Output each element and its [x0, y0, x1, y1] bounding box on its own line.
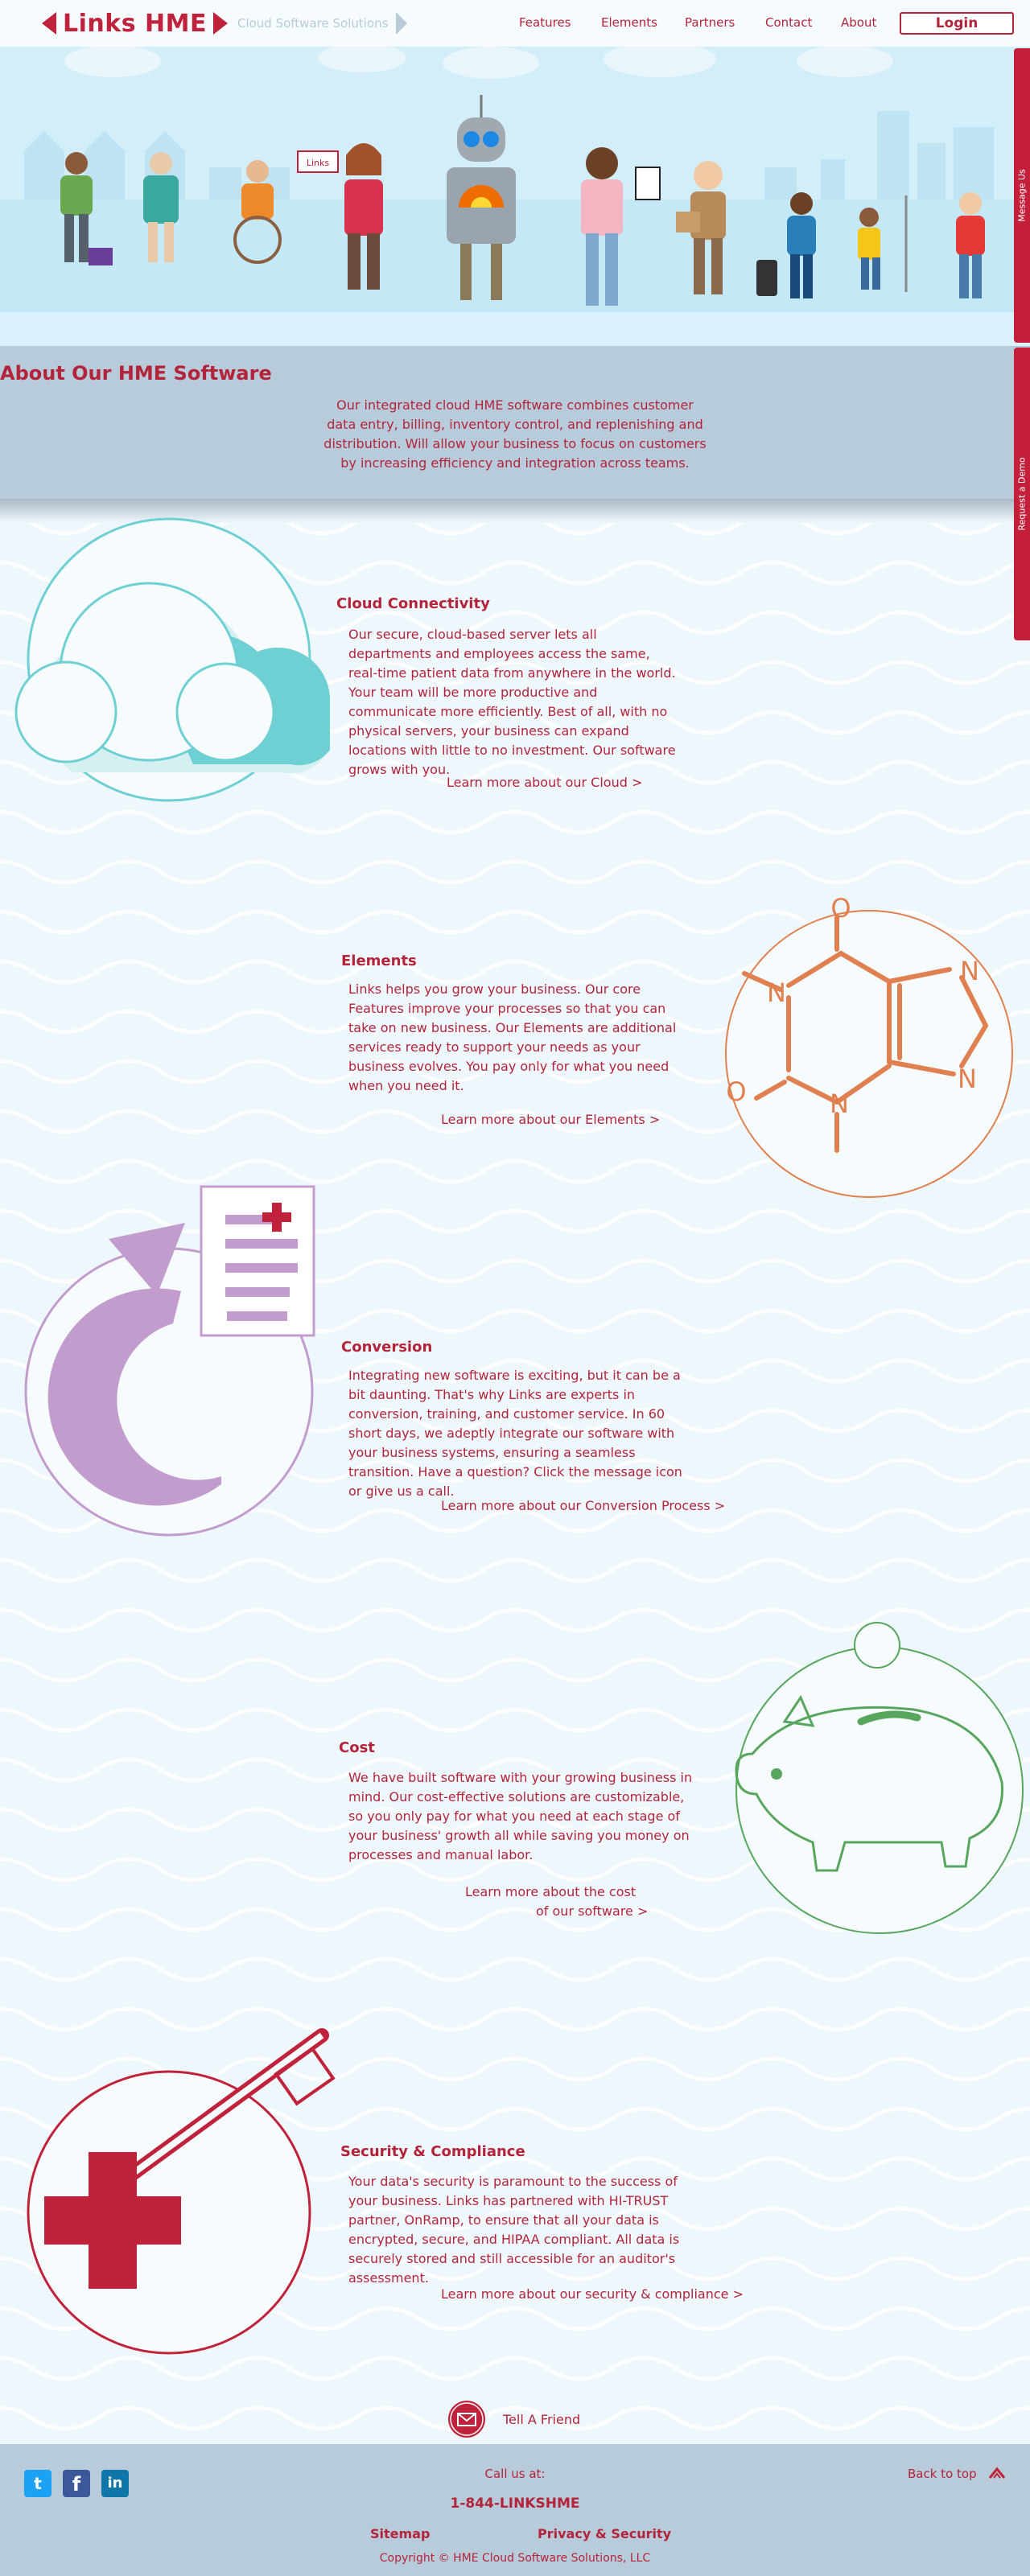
nav-partners[interactable]: Partners [685, 15, 735, 30]
tagline-chevron-icon [396, 12, 408, 35]
security-text: Your data's security is paramount to the… [348, 2174, 680, 2286]
site-logo[interactable]: Links HME Cloud Software Solutions [42, 8, 408, 39]
privacy-link[interactable]: Privacy & Security [538, 2526, 672, 2541]
tell-friend-button[interactable] [448, 2401, 485, 2438]
wave-line [0, 1957, 1030, 1982]
wave-line [0, 1208, 1030, 1234]
cloud-icon [14, 517, 330, 802]
conversion-icon [24, 1185, 315, 1537]
wave-line [0, 1607, 1030, 1633]
security-key-icon [27, 2028, 336, 2355]
site-footer: t f in Call us at: 1-844-LINKSHME Back t… [0, 2444, 1030, 2576]
linkedin-icon[interactable]: in [101, 2470, 129, 2497]
atom-label: N [767, 977, 786, 1008]
wave-line [0, 809, 1030, 835]
cloud-text: Our secure, cloud-based server lets all … [348, 627, 676, 777]
tell-friend-label[interactable]: Tell A Friend [503, 2412, 581, 2427]
elements-molecule-icon: O N N O N N [725, 893, 1013, 1198]
piggy-bank-icon [735, 1622, 1024, 1934]
cost-text: We have built software with your growing… [348, 1770, 693, 1862]
request-demo-label: Request a Demo [1016, 457, 1028, 531]
elements-title: Elements [341, 953, 417, 969]
about-band [0, 346, 1030, 499]
cost-title: Cost [339, 1739, 375, 1756]
conversion-text: Integrating new software is exciting, bu… [348, 1368, 682, 1499]
hero-sign-text: Links [307, 158, 330, 168]
message-us-tab[interactable]: Message Us [1014, 48, 1030, 343]
hero-banner: Links [0, 47, 1030, 346]
cost-learn-more-link-line2[interactable]: of our software > [536, 1903, 649, 1919]
elements-text: Links helps you grow your business. Our … [348, 981, 677, 1093]
nav-about[interactable]: About [841, 15, 877, 30]
wave-line [0, 2356, 1030, 2381]
logo-tagline: Cloud Software Solutions [237, 16, 389, 31]
nav-features[interactable]: Features [519, 15, 571, 30]
sitemap-link[interactable]: Sitemap [370, 2526, 431, 2541]
logo-chevron-right-icon [212, 12, 228, 35]
wave-line [0, 2405, 1030, 2431]
wave-line [0, 2006, 1030, 2032]
logo-text: Links HME [63, 9, 207, 38]
cloud-learn-more-link[interactable]: Learn more about our Cloud > [447, 775, 643, 790]
message-us-label: Message Us [1016, 169, 1028, 222]
twitter-icon[interactable]: t [24, 2470, 52, 2497]
atom-label: O [830, 893, 851, 924]
nav-contact[interactable]: Contact [765, 15, 813, 30]
nav-elements[interactable]: Elements [601, 15, 657, 30]
back-to-top-link[interactable]: Back to top [908, 2467, 1006, 2481]
site-header: Links HME Cloud Software Solutions Featu… [0, 0, 1030, 47]
about-text: Our integrated cloud HME software combin… [323, 397, 707, 471]
request-demo-tab[interactable]: Request a Demo [1014, 348, 1030, 640]
login-button[interactable]: Login [900, 12, 1014, 35]
call-label: Call us at: [484, 2467, 546, 2481]
wave-line [0, 2056, 1030, 2082]
atom-label: N [958, 1064, 977, 1094]
arrow-up-icon [989, 2467, 1006, 2479]
cloud-title: Cloud Connectivity [336, 595, 490, 612]
elements-learn-more-link[interactable]: Learn more about our Elements > [441, 1112, 661, 1127]
security-title: Security & Compliance [340, 2143, 525, 2160]
wave-line [0, 909, 1030, 935]
conversion-title: Conversion [341, 1339, 433, 1356]
facebook-icon[interactable]: f [63, 2470, 90, 2497]
envelope-icon [450, 2402, 484, 2436]
cost-learn-more-link[interactable]: Learn more about the cost [465, 1884, 637, 1899]
atom-label: N [830, 1088, 849, 1119]
atom-label: O [726, 1076, 746, 1107]
wave-line [0, 1558, 1030, 1583]
about-title: About Our HME Software [0, 361, 272, 385]
back-to-top-label: Back to top [908, 2467, 977, 2481]
copyright: Copyright © HME Cloud Software Solutions… [379, 2552, 651, 2565]
phone-number[interactable]: 1-844-LINKSHME [450, 2496, 580, 2512]
logo-chevron-left-icon [42, 12, 56, 35]
atom-label: N [960, 956, 979, 986]
wave-line [0, 859, 1030, 885]
conversion-learn-more-link[interactable]: Learn more about our Conversion Process … [441, 1498, 726, 1513]
hero-illustration: Links [0, 47, 1030, 346]
security-learn-more-link[interactable]: Learn more about our security & complian… [441, 2286, 744, 2302]
